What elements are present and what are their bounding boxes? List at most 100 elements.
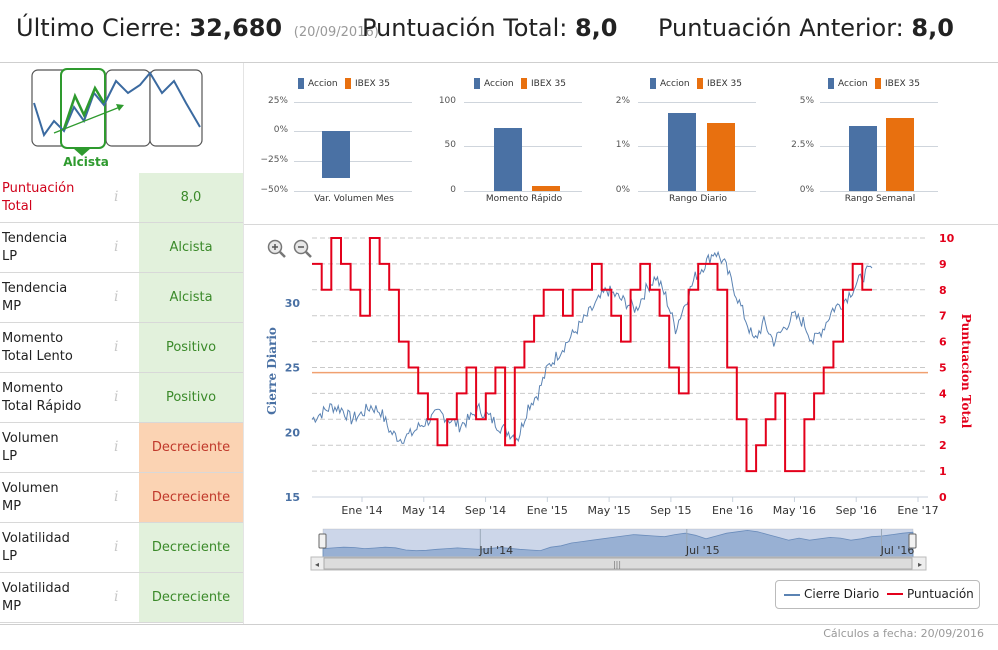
indicator-row-volatility-mp: Volatilidad MP i Decreciente <box>0 573 243 623</box>
legend-price[interactable]: Cierre Diario <box>804 587 880 601</box>
navigator-handle-right[interactable] <box>908 533 917 549</box>
legend-accion[interactable]: Accion <box>650 78 690 89</box>
x-tick-label: May '16 <box>773 504 816 517</box>
right-tick-label: 2 <box>939 439 947 452</box>
gridline <box>294 102 412 103</box>
x-label: Var. Volumen Mes <box>314 194 394 204</box>
y-tick: 2.5% <box>791 140 814 150</box>
last-close-date: (20/09/2016) <box>293 25 379 40</box>
trend-thumbnail: Alcista <box>0 63 243 173</box>
legend-accion[interactable]: Accion <box>474 78 514 89</box>
gridline <box>294 131 412 132</box>
legend-accion[interactable]: Accion <box>828 78 868 89</box>
x-tick-label: Sep '16 <box>836 504 877 517</box>
indicator-row-trend-mp: Tendencia MP i Alcista <box>0 273 243 323</box>
last-close: Último Cierre: 32,680 (20/09/2016) <box>16 14 379 42</box>
x-label: Momento Rápido <box>485 194 563 204</box>
gridline <box>638 191 756 192</box>
bar-accion[interactable] <box>668 113 696 191</box>
y-tick: 2% <box>615 96 630 106</box>
total-score: Puntuación Total: 8,0 <box>362 14 617 42</box>
indicator-row-total-score: Puntuación Total i 8,0 <box>0 173 243 223</box>
footer-calc-date: Cálculos a fecha: 20/09/2016 <box>823 627 984 640</box>
y-tick: 0% <box>615 185 630 195</box>
scroll-left-arrow-icon[interactable]: ◂ <box>315 560 319 569</box>
mini-chart-daily-range: Accion IBEX 35 2% 1% 0% Rango Diario <box>608 74 778 214</box>
navigator-label: Jul '16 <box>880 544 915 557</box>
x-label: Rango Diario <box>668 194 727 204</box>
score-legend-swatch <box>887 593 903 595</box>
score-series-line[interactable] <box>312 237 872 473</box>
price-series-line[interactable] <box>311 250 873 444</box>
legend-score[interactable]: Puntuación <box>907 587 974 601</box>
legend-swatch <box>474 78 480 89</box>
scrollbar-thumb[interactable] <box>323 557 913 570</box>
x-tick-label: May '14 <box>402 504 445 517</box>
legend-ibex[interactable]: IBEX 35 <box>345 78 390 89</box>
left-axis: 30 25 20 15 <box>285 297 301 504</box>
bar-accion[interactable] <box>849 126 877 191</box>
bar-ibex[interactable] <box>707 123 735 191</box>
info-icon[interactable]: i <box>114 439 119 455</box>
gridline <box>294 191 412 192</box>
right-tick-label: 3 <box>939 413 947 426</box>
total-score-value: 8,0 <box>574 14 618 42</box>
x-tick-label: May '15 <box>587 504 630 517</box>
legend-swatch <box>650 78 656 89</box>
scroll-right-arrow-icon[interactable]: ▸ <box>918 560 922 569</box>
legend-swatch <box>298 78 304 89</box>
previous-score-label: Puntuación Anterior: <box>658 14 904 42</box>
x-tick-label: Sep '14 <box>465 504 506 517</box>
last-close-label: Último Cierre: <box>16 14 182 42</box>
bar-ibex[interactable] <box>532 186 560 191</box>
bar-accion[interactable] <box>494 128 522 191</box>
legend-ibex[interactable]: IBEX 35 <box>875 78 920 89</box>
navigator-selection[interactable] <box>323 529 913 557</box>
y-tick: −25% <box>260 155 288 165</box>
header-bar: Último Cierre: 32,680 (20/09/2016) Puntu… <box>0 0 998 63</box>
navigator-handle-left[interactable] <box>318 533 327 549</box>
last-close-value: 32,680 <box>189 14 283 42</box>
bar-accion[interactable] <box>322 131 350 178</box>
legend-swatch <box>697 78 703 89</box>
scrollbar[interactable]: ||| ◂ ▸ <box>310 556 927 571</box>
left-tick-label: 25 <box>285 362 300 375</box>
legend-accion[interactable]: Accion <box>298 78 338 89</box>
left-tick-label: 20 <box>285 426 301 439</box>
zoom-in-icon[interactable] <box>267 239 286 258</box>
right-tick-label: 4 <box>939 387 947 400</box>
y-tick: −50% <box>260 185 288 195</box>
mini-chart-volume-month: Accion IBEX 35 25% 0% −25% −50% Var. Vol… <box>258 74 428 214</box>
legend-ibex[interactable]: IBEX 35 <box>521 78 566 89</box>
legend-ibex[interactable]: IBEX 35 <box>697 78 742 89</box>
indicator-value: Positivo <box>139 323 243 372</box>
x-tick-label: Ene '17 <box>897 504 938 517</box>
bar-ibex[interactable] <box>886 118 914 191</box>
y-tick: 0% <box>273 125 288 135</box>
info-icon[interactable]: i <box>114 539 119 555</box>
info-icon[interactable]: i <box>114 189 119 205</box>
zoom-out-icon[interactable] <box>293 239 312 258</box>
info-icon[interactable]: i <box>114 589 119 605</box>
info-icon[interactable]: i <box>114 289 119 305</box>
gridline <box>464 191 582 192</box>
x-axis: Ene '14 May '14 Sep '14 Ene '15 May '15 Sep '… <box>341 497 939 517</box>
indicator-value: Decreciente <box>139 523 243 572</box>
indicator-row-momentum-slow: Momento Total Lento i Positivo <box>0 323 243 373</box>
indicator-label: Volatilidad MP <box>2 581 70 614</box>
gridline <box>820 102 938 103</box>
info-icon[interactable]: i <box>114 489 119 505</box>
info-icon[interactable]: i <box>114 389 119 405</box>
indicator-value: Positivo <box>139 373 243 422</box>
info-icon[interactable]: i <box>114 339 119 355</box>
trend-thumbnail-graphic <box>31 68 203 156</box>
navigator-label: Jul '14 <box>478 544 513 557</box>
info-icon[interactable]: i <box>114 239 119 255</box>
gridline <box>294 161 412 162</box>
divider <box>243 63 244 625</box>
navigator[interactable]: Jul '14 Jul '15 Jul '16 ||| ◂ ▸ <box>310 528 927 571</box>
indicator-value: Alcista <box>139 223 243 272</box>
y-tick: 50 <box>444 140 456 150</box>
